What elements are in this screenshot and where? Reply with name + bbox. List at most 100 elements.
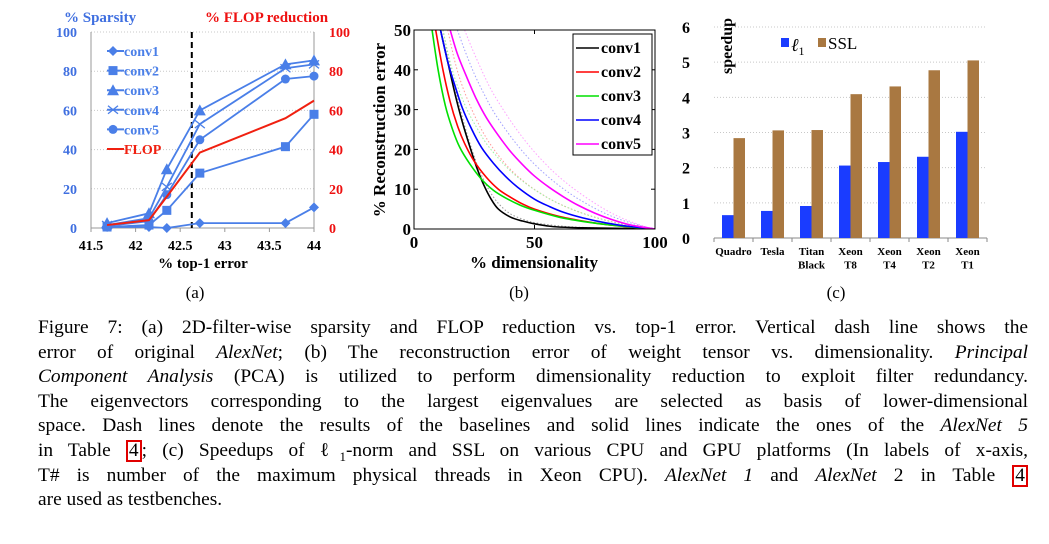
legend-item: conv2 (576, 64, 641, 81)
series-flop (106, 99, 315, 227)
series-line (107, 113, 315, 228)
y-tick-label: 10 (394, 180, 411, 199)
y-tick-label-right: 60 (329, 104, 343, 119)
legend-item: conv4 (576, 112, 641, 129)
triangle-marker (107, 84, 119, 96)
chart-a-sparsity-vs-error: 41.5 42 42.5 43 43.5 44 0 20 40 60 80 100 0 20 40 60 80 1… (56, 10, 350, 302)
x-tick-label: T8 (844, 260, 857, 272)
x-tick-label: 43 (218, 239, 232, 254)
square-marker (195, 168, 205, 178)
legend-label: SSL (828, 34, 857, 53)
legend-label: conv1 (601, 40, 641, 57)
caption-text: The eigenvectors corresponding to the la… (38, 390, 1028, 412)
panel-label: (a) (186, 283, 205, 302)
y-tick-label-right: 20 (329, 183, 343, 198)
x-tick-label: 0 (410, 233, 419, 252)
series-line (106, 99, 315, 227)
legend-label: conv5 (601, 136, 641, 153)
legend-label: conv3 (601, 88, 641, 105)
legend-label: ℓ1 (791, 35, 805, 58)
x-axis-title: % dimensionality (470, 253, 598, 272)
chart-c-speedup: 0 1 2 3 4 5 6 Quadro Tesla Titan Black Xeon T8 Xeon T4… (682, 18, 988, 302)
table-reference-link[interactable]: 4 (1012, 464, 1028, 487)
caption-text: ; (b) The reconstruction error of weight… (277, 341, 955, 363)
bar-ssl (889, 86, 901, 238)
bar-ssl (928, 70, 940, 238)
legend-item: conv1 (107, 45, 159, 60)
y-tick-label: 3 (682, 126, 690, 143)
legend-label: conv2 (124, 65, 159, 80)
legend-label: conv3 (124, 84, 159, 99)
y-tick-label: 0 (403, 220, 412, 239)
figure-caption: Figure 7: (a) 2D-filter-wise sparsity an… (38, 316, 1028, 513)
legend-swatch (781, 38, 789, 47)
bar-l1 (878, 162, 890, 238)
legend-label: conv1 (124, 45, 159, 60)
bar-ssl (772, 130, 784, 238)
x-tick-label: 41.5 (79, 239, 104, 254)
legend-label: conv4 (601, 112, 641, 129)
table-reference-link[interactable]: 4 (125, 439, 142, 462)
series-conv4 (101, 59, 320, 230)
x-marker (194, 119, 206, 129)
legend-a: conv1 conv2 conv3 conv4 conv5 FLOP (107, 45, 162, 158)
caption-text: T# is number of the maximum physical thr… (38, 464, 665, 486)
category-group: Xeon T8 (838, 94, 863, 272)
triangle-marker (160, 163, 173, 175)
series-line (107, 206, 315, 229)
x-tick-label: 44 (307, 239, 321, 254)
x-tick-label: T1 (961, 260, 974, 272)
caption-line: are used as testbenches. (38, 488, 1028, 513)
series-conv2-baseline (447, 30, 655, 229)
square-marker (162, 205, 172, 215)
y-tick-label-left: 100 (56, 26, 77, 41)
x-tick-label: 42.5 (168, 239, 193, 254)
x-marker (308, 59, 320, 69)
x-tick-label: Black (798, 260, 826, 272)
caption-line: error of original AlexNet; (b) The recon… (38, 341, 1028, 366)
legend-item: SSL (818, 34, 857, 53)
square-marker (108, 66, 118, 76)
diamond-marker (161, 223, 172, 233)
legend-item: conv2 (107, 65, 159, 80)
legend-box (572, 33, 653, 156)
x-marker (107, 105, 119, 115)
legend-swatch (818, 38, 826, 47)
y-tick-label: 0 (682, 231, 690, 248)
x-tick-label: Xeon (916, 246, 940, 258)
square-marker (309, 109, 319, 119)
y-tick-label: 30 (394, 101, 411, 120)
y-tick-label-left: 20 (63, 183, 77, 198)
x-tick-label: T2 (922, 260, 935, 272)
bar-ssl (811, 130, 823, 238)
x-marker (161, 182, 173, 192)
panel-label: (b) (509, 283, 529, 302)
legend-item: FLOP (107, 143, 162, 158)
y-tick-label-left: 80 (63, 65, 77, 80)
category-group: Titan Black (798, 130, 826, 272)
y-tick-label: 1 (682, 196, 690, 213)
y-tick-label: 4 (682, 90, 690, 107)
legend-item: conv5 (576, 136, 641, 153)
x-tick-label: Xeon (955, 246, 979, 258)
circle-marker (195, 135, 205, 145)
bar-l1 (761, 210, 773, 238)
legend-label: conv4 (124, 104, 159, 119)
diamond-marker (280, 218, 291, 229)
x-tick-label: Titan (799, 246, 824, 258)
series-conv5-baseline (464, 30, 655, 229)
caption-text: ; (c) Speedups of ℓ (141, 439, 340, 461)
y-axis-title-left: % Sparsity (64, 10, 137, 26)
legend-item: ℓ1 (781, 35, 805, 58)
caption-text: Figure 7: (a) 2D-filter-wise sparsity an… (38, 317, 1028, 338)
bar-l1 (917, 156, 929, 238)
y-tick-label: 40 (394, 61, 411, 80)
caption-text: and (753, 464, 816, 486)
diamond-marker (194, 218, 205, 229)
y-axis-title-right: % FLOP reduction (205, 10, 329, 26)
bar-l1 (839, 165, 851, 238)
legend-label: conv5 (124, 123, 159, 138)
legend-label: FLOP (124, 143, 162, 158)
x-tick-label: Tesla (760, 246, 785, 258)
caption-line: The eigenvectors corresponding to the la… (38, 390, 1028, 415)
